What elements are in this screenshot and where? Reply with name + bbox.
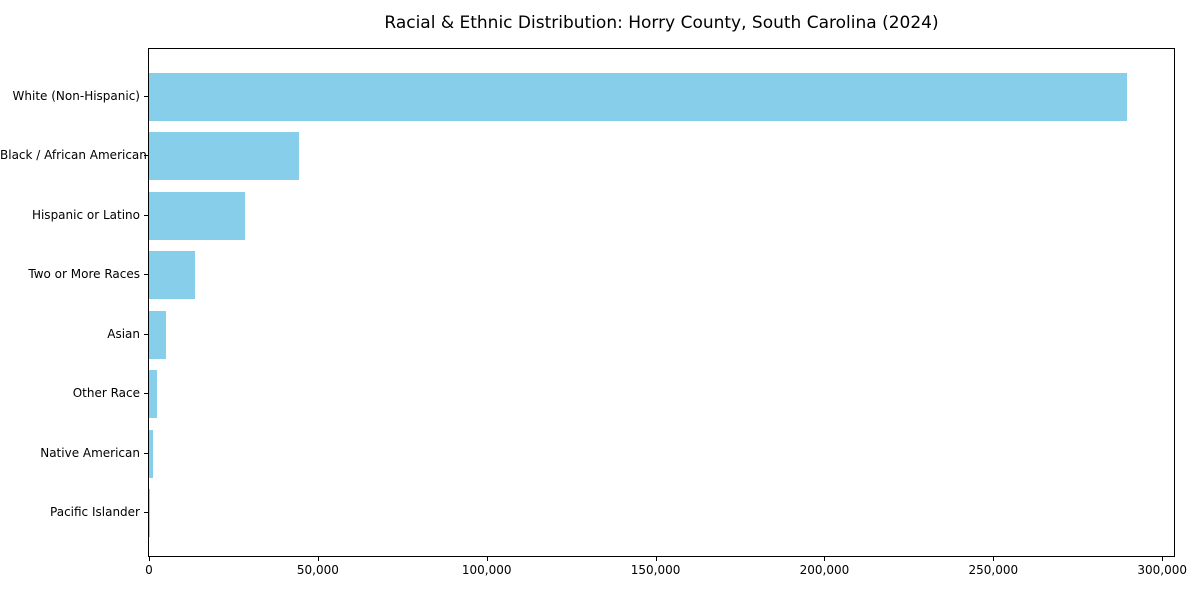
bar <box>149 72 1127 121</box>
x-tick <box>1162 557 1164 561</box>
y-tick <box>144 393 148 395</box>
bar <box>149 429 153 478</box>
x-tick <box>486 557 488 561</box>
x-tick-label: 150,000 <box>630 563 681 577</box>
x-tick <box>317 557 319 561</box>
y-axis-label: White (Non-Hispanic) <box>12 88 140 103</box>
y-tick <box>144 95 148 97</box>
x-tick <box>149 557 150 561</box>
y-tick <box>144 214 148 216</box>
y-axis-label: Two or More Races <box>28 267 140 282</box>
x-tick-label: 200,000 <box>799 563 850 577</box>
y-tick <box>144 333 148 335</box>
y-tick <box>144 452 148 454</box>
x-tick-label: 250,000 <box>968 563 1019 577</box>
y-tick <box>144 155 148 157</box>
x-tick-label: 300,000 <box>1137 563 1187 577</box>
x-tick-label: 100,000 <box>461 563 512 577</box>
bar <box>149 489 150 538</box>
y-axis-label: Pacific Islander <box>50 505 140 520</box>
x-tick-label: 0 <box>145 563 153 577</box>
x-tick-label: 50,000 <box>296 563 339 577</box>
x-tick <box>655 557 657 561</box>
y-axis-label: Hispanic or Latino <box>31 207 140 222</box>
y-axis-label: Asian <box>107 326 140 341</box>
bar <box>149 310 166 359</box>
bar <box>149 132 300 181</box>
bar <box>149 251 195 300</box>
x-tick <box>824 557 826 561</box>
y-tick <box>144 512 148 514</box>
y-axis-label: Black / African American <box>0 148 147 163</box>
plot-area <box>148 48 1175 557</box>
y-axis-label: Other Race <box>72 386 140 401</box>
x-tick <box>993 557 995 561</box>
bar <box>149 191 245 240</box>
chart-title: Racial & Ethnic Distribution: Horry Coun… <box>384 13 939 33</box>
y-tick <box>144 274 148 276</box>
y-axis-label: Native American <box>40 445 140 460</box>
bar <box>149 370 158 419</box>
